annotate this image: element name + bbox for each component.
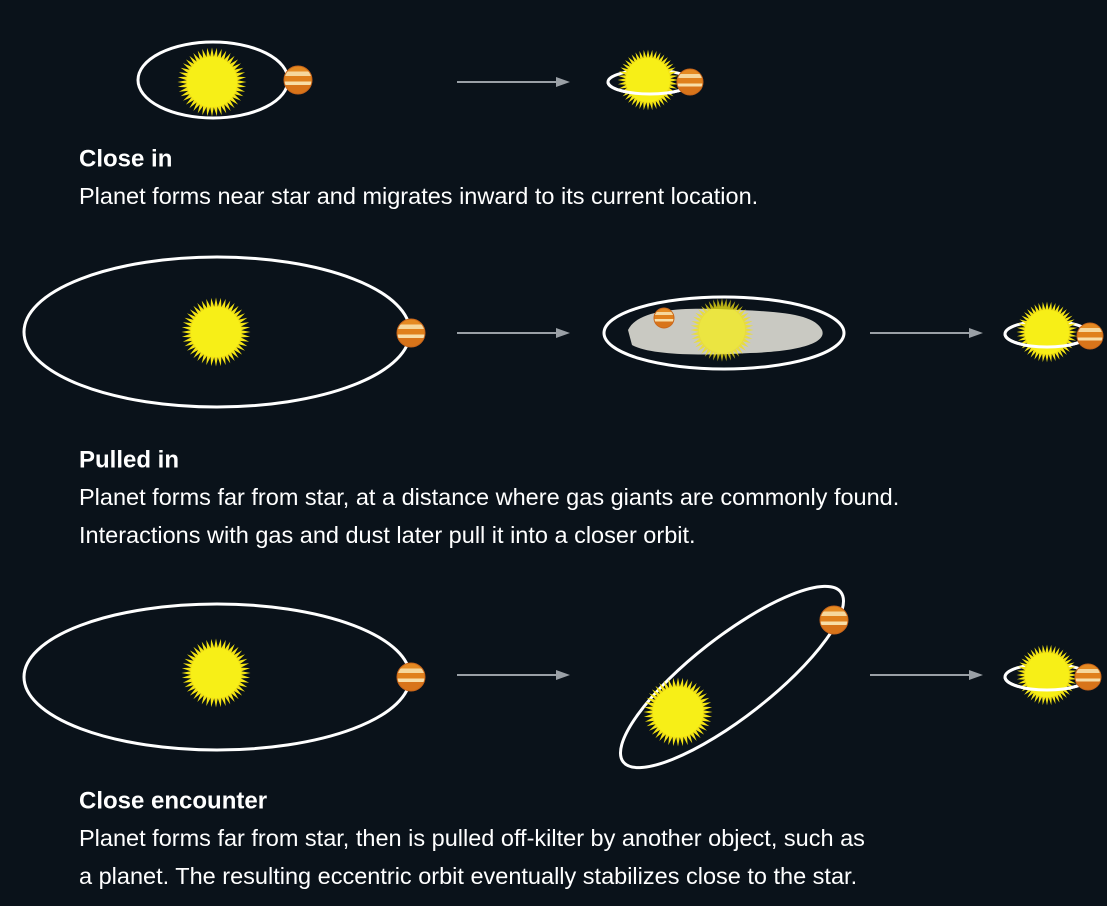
orbit	[602, 295, 846, 371]
illustrations	[22, 40, 1104, 770]
star-core	[1025, 653, 1069, 697]
star	[643, 677, 713, 747]
planet	[396, 662, 426, 692]
planet	[1076, 322, 1104, 350]
star-core	[191, 307, 241, 357]
captions: Close in Planet forms near star and migr…	[79, 145, 899, 889]
planet	[819, 605, 849, 635]
star-core	[626, 58, 670, 102]
star	[181, 638, 251, 708]
arrow-head	[969, 670, 983, 680]
section-text: Planet forms far from star, then is pull…	[79, 825, 865, 851]
section-text: a planet. The resulting eccentric orbit …	[79, 863, 857, 889]
planet	[396, 318, 426, 348]
section-text: Interactions with gas and dust later pul…	[79, 522, 696, 548]
arrow-head	[556, 670, 570, 680]
arrow-head	[969, 328, 983, 338]
star-core	[187, 57, 237, 107]
section-text: Planet forms far from star, at a distanc…	[79, 484, 899, 510]
star-core	[653, 687, 703, 737]
star-core	[699, 307, 745, 353]
planet	[653, 307, 675, 329]
section-title: Pulled in	[79, 446, 179, 473]
arrow-head	[556, 77, 570, 87]
star-core	[191, 648, 241, 698]
planet	[1074, 663, 1102, 691]
star	[177, 47, 247, 117]
star-core	[1025, 310, 1069, 354]
orbit	[619, 584, 845, 770]
arrow-head	[556, 328, 570, 338]
planet	[283, 65, 313, 95]
star	[181, 297, 251, 367]
section-title: Close in	[79, 145, 172, 172]
star	[690, 298, 754, 362]
star	[617, 49, 679, 111]
planet	[676, 68, 704, 96]
section-text: Planet forms near star and migrates inwa…	[79, 183, 758, 209]
section-title: Close encounter	[79, 787, 267, 814]
